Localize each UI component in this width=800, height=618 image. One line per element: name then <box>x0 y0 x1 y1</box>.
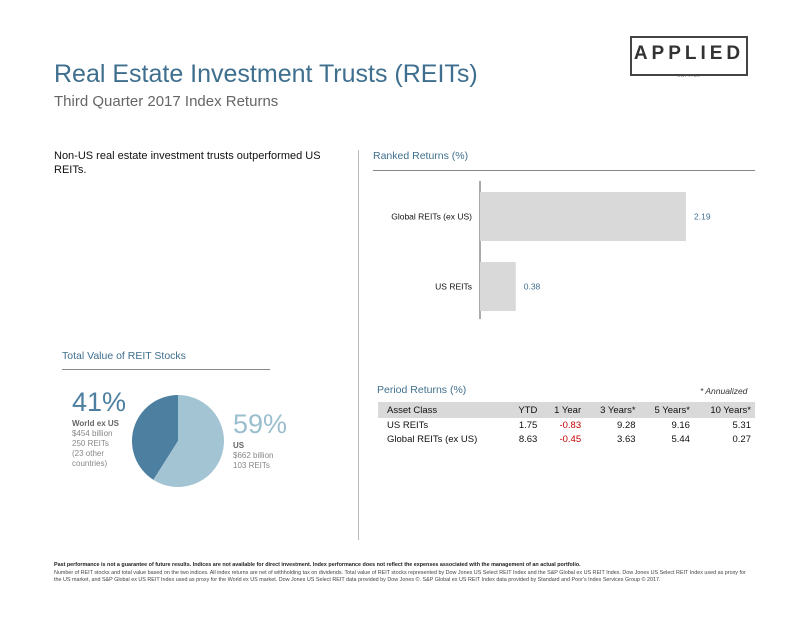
cell-1-year: -0.45 <box>559 433 582 445</box>
col-header-asset-class: Asset Class <box>378 402 508 418</box>
cell-3-years: 3.63 <box>617 433 636 445</box>
cell-5-years: 9.16 <box>671 419 690 431</box>
cell-asset: US REITs <box>387 419 429 431</box>
us-details: US $662 billion 103 REITs <box>233 441 273 471</box>
world-ex-us-note-2: countries) <box>72 459 108 468</box>
cell-10-years: 0.27 <box>732 433 752 445</box>
bar-1 <box>480 262 516 311</box>
summary-text: Non-US real estate investment trusts out… <box>54 150 321 176</box>
world-ex-us-percent: 41% <box>72 387 127 417</box>
world-ex-us-details: World ex US $454 billion 250 REITs (23 o… <box>72 419 119 469</box>
footer-bold-disclaimer: Past performance is not a guarantee of f… <box>54 562 581 568</box>
us-name: US <box>233 441 245 450</box>
footer-source-notes: Number of REIT stocks and total value ba… <box>54 569 746 584</box>
world-ex-us-name: World ex US <box>72 419 119 428</box>
cell-ytd: 8.63 <box>518 433 538 445</box>
applied-capital-logo: APPLIED CAPITAL <box>630 36 748 78</box>
period-returns-title: Period Returns (%) <box>377 384 467 396</box>
footer-disclaimer: Past performance is not a guarantee of f… <box>54 562 754 585</box>
annualized-note: * Annualized <box>700 386 748 396</box>
table-row: US REITs 1.75 -0.83 9.28 9.16 5.31 <box>378 418 755 432</box>
ranked-returns-chart: Global REITs (ex US) 2.19 US REITs 0.38 <box>391 181 711 319</box>
world-ex-us-note-1: (23 other <box>72 449 105 458</box>
col-header-ytd: YTD <box>507 402 542 418</box>
col-header-3-years: 3 Years* <box>585 402 640 418</box>
page-subtitle: Third Quarter 2017 Index Returns <box>54 93 279 110</box>
bar-value-label-1: 0.38 <box>524 282 541 292</box>
logo-subtext: CAPITAL <box>677 73 701 78</box>
cell-5-years: 5.44 <box>671 433 690 445</box>
us-percent: 59% <box>233 409 288 439</box>
page-title: Real Estate Investment Trusts (REITs) <box>54 60 478 88</box>
world-ex-us-count: 250 REITs <box>72 439 109 448</box>
ranked-returns-rule <box>373 170 755 171</box>
ranked-returns-title: Ranked Returns (%) <box>373 150 469 162</box>
logo-wordmark: APPLIED <box>633 43 745 64</box>
period-returns-table: Asset Class YTD 1 Year 3 Years* 5 Years*… <box>378 402 755 446</box>
bar-value-label-0: 2.19 <box>694 212 711 222</box>
cell-10-years: 5.31 <box>732 419 752 431</box>
us-count: 103 REITs <box>233 461 270 470</box>
cell-3-years: 9.28 <box>617 419 636 431</box>
pie-slice-us <box>153 395 224 487</box>
cell-ytd: 1.75 <box>518 419 538 431</box>
col-header-10-years: 10 Years* <box>693 402 755 418</box>
bar-category-label-0: Global REITs (ex US) <box>391 212 472 222</box>
reit-value-pie-chart <box>132 395 224 487</box>
table-row: Global REITs (ex US) 8.63 -0.45 3.63 5.4… <box>378 432 755 446</box>
cell-1-year: -0.83 <box>559 419 582 431</box>
cell-asset: Global REITs (ex US) <box>387 433 478 445</box>
total-value-title: Total Value of REIT Stocks <box>62 350 186 362</box>
world-ex-us-value: $454 billion <box>72 429 113 438</box>
bar-category-label-1: US REITs <box>435 282 472 292</box>
bar-0 <box>480 192 686 241</box>
vertical-divider <box>358 150 359 540</box>
table-header-row: Asset Class YTD 1 Year 3 Years* 5 Years*… <box>378 402 755 418</box>
pie-slice-world-ex-us <box>132 395 178 480</box>
col-header-5-years: 5 Years* <box>639 402 694 418</box>
us-value: $662 billion <box>233 451 274 460</box>
total-value-rule <box>62 369 270 370</box>
col-header-1-year: 1 Year <box>541 402 586 418</box>
